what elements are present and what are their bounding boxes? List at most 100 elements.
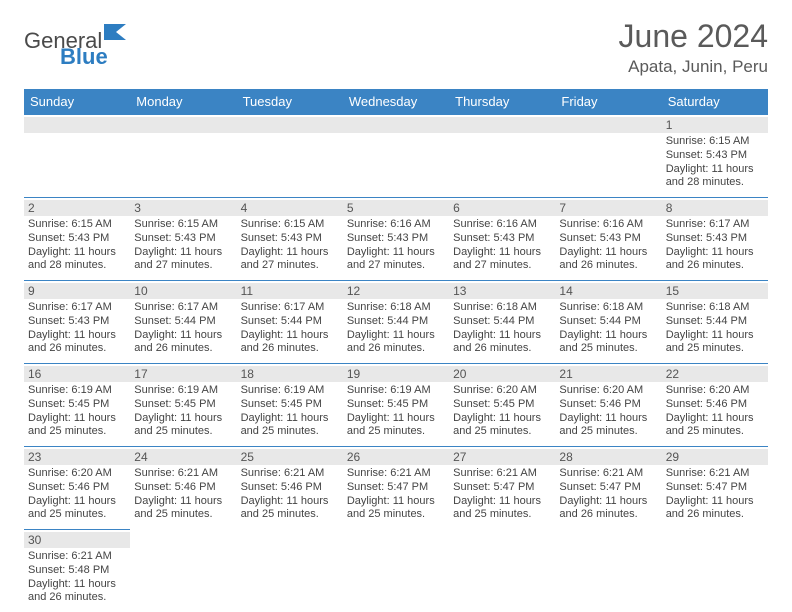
sun-info: Sunrise: 6:17 AMSunset: 5:43 PMDaylight:… — [666, 218, 764, 273]
day-number: 5 — [343, 200, 449, 216]
page-header: General June 2024 Apata, Junin, Peru — [24, 18, 768, 77]
dow-header: Monday — [130, 89, 236, 115]
calendar-cell: 27 Sunrise: 6:21 AMSunset: 5:47 PMDayligh… — [449, 447, 555, 530]
calendar-cell: 1 Sunrise: 6:15 AMSunset: 5:43 PMDaylight… — [662, 115, 768, 198]
sun-info: Sunrise: 6:20 AMSunset: 5:45 PMDaylight:… — [453, 384, 551, 439]
sun-info: Sunrise: 6:15 AMSunset: 5:43 PMDaylight:… — [666, 135, 764, 190]
sun-info: Sunrise: 6:17 AMSunset: 5:44 PMDaylight:… — [241, 301, 339, 356]
calendar-cell: 20 Sunrise: 6:20 AMSunset: 5:45 PMDayligh… — [449, 364, 555, 447]
sun-info: Sunrise: 6:21 AMSunset: 5:47 PMDaylight:… — [666, 467, 764, 522]
day-number: 13 — [449, 283, 555, 299]
day-number: 24 — [130, 449, 236, 465]
calendar-cell — [237, 530, 343, 612]
dow-header: Sunday — [24, 89, 130, 115]
calendar-cell: 17 Sunrise: 6:19 AMSunset: 5:45 PMDayligh… — [130, 364, 236, 447]
sun-info: Sunrise: 6:16 AMSunset: 5:43 PMDaylight:… — [453, 218, 551, 273]
calendar-cell: 18Sunrise: 6:19 AMSunset: 5:45 PMDayligh… — [237, 364, 343, 447]
blank-bar — [555, 117, 661, 133]
logo-blue-wrap: Blue — [60, 44, 108, 70]
day-number: 7 — [555, 200, 661, 216]
calendar-cell: 8 Sunrise: 6:17 AMSunset: 5:43 PMDaylight… — [662, 198, 768, 281]
sun-info: Sunrise: 6:19 AMSunset: 5:45 PMDaylight:… — [28, 384, 126, 439]
sun-info: Sunrise: 6:16 AMSunset: 5:43 PMDaylight:… — [347, 218, 445, 273]
blank-bar — [130, 117, 236, 133]
dow-header: Saturday — [662, 89, 768, 115]
day-number: 2 — [24, 200, 130, 216]
location-label: Apata, Junin, Peru — [619, 57, 768, 77]
calendar-cell: 13 Sunrise: 6:18 AMSunset: 5:44 PMDayligh… — [449, 281, 555, 364]
calendar-table: SundayMondayTuesdayWednesdayThursdayFrid… — [24, 89, 768, 612]
calendar-cell: 5 Sunrise: 6:16 AMSunset: 5:43 PMDaylight… — [343, 198, 449, 281]
calendar-cell: 10 Sunrise: 6:17 AMSunset: 5:44 PMDayligh… — [130, 281, 236, 364]
calendar-cell — [449, 530, 555, 612]
day-number: 27 — [449, 449, 555, 465]
sun-info: Sunrise: 6:18 AMSunset: 5:44 PMDaylight:… — [453, 301, 551, 356]
day-number: 8 — [662, 200, 768, 216]
calendar-cell — [449, 115, 555, 198]
day-number: 29 — [662, 449, 768, 465]
calendar-cell: 14 Sunrise: 6:18 AMSunset: 5:44 PMDayligh… — [555, 281, 661, 364]
day-number: 12 — [343, 283, 449, 299]
dow-header: Wednesday — [343, 89, 449, 115]
calendar-cell: 7Sunrise: 6:16 AMSunset: 5:43 PMDaylight… — [555, 198, 661, 281]
day-number: 28 — [555, 449, 661, 465]
blank-bar — [237, 117, 343, 133]
sun-info: Sunrise: 6:18 AMSunset: 5:44 PMDaylight:… — [559, 301, 657, 356]
sun-info: Sunrise: 6:19 AMSunset: 5:45 PMDaylight:… — [241, 384, 339, 439]
sun-info: Sunrise: 6:21 AMSunset: 5:46 PMDaylight:… — [134, 467, 232, 522]
calendar-cell: 29 Sunrise: 6:21 AMSunset: 5:47 PMDayligh… — [662, 447, 768, 530]
calendar-cell: 25Sunrise: 6:21 AMSunset: 5:46 PMDayligh… — [237, 447, 343, 530]
sun-info: Sunrise: 6:19 AMSunset: 5:45 PMDaylight:… — [347, 384, 445, 439]
day-number: 10 — [130, 283, 236, 299]
day-number: 15 — [662, 283, 768, 299]
calendar-cell: 16Sunrise: 6:19 AMSunset: 5:45 PMDayligh… — [24, 364, 130, 447]
calendar-cell: 12 Sunrise: 6:18 AMSunset: 5:44 PMDayligh… — [343, 281, 449, 364]
day-number: 9 — [24, 283, 130, 299]
calendar-cell — [343, 530, 449, 612]
calendar-cell: 4Sunrise: 6:15 AMSunset: 5:43 PMDaylight… — [237, 198, 343, 281]
calendar-cell: 23Sunrise: 6:20 AMSunset: 5:46 PMDayligh… — [24, 447, 130, 530]
logo-text-blue: Blue — [60, 44, 108, 69]
day-number: 1 — [662, 117, 768, 133]
sun-info: Sunrise: 6:21 AMSunset: 5:47 PMDaylight:… — [453, 467, 551, 522]
calendar-cell — [237, 115, 343, 198]
sun-info: Sunrise: 6:21 AMSunset: 5:48 PMDaylight:… — [28, 550, 126, 605]
calendar-cell: 30Sunrise: 6:21 AMSunset: 5:48 PMDayligh… — [24, 530, 130, 612]
calendar-cell: 19 Sunrise: 6:19 AMSunset: 5:45 PMDayligh… — [343, 364, 449, 447]
sun-info: Sunrise: 6:15 AMSunset: 5:43 PMDaylight:… — [241, 218, 339, 273]
calendar-cell — [555, 530, 661, 612]
calendar-cell: 9Sunrise: 6:17 AMSunset: 5:43 PMDaylight… — [24, 281, 130, 364]
calendar-cell: 26 Sunrise: 6:21 AMSunset: 5:47 PMDayligh… — [343, 447, 449, 530]
sun-info: Sunrise: 6:19 AMSunset: 5:45 PMDaylight:… — [134, 384, 232, 439]
day-number: 3 — [130, 200, 236, 216]
calendar-cell — [343, 115, 449, 198]
calendar-cell: 15 Sunrise: 6:18 AMSunset: 5:44 PMDayligh… — [662, 281, 768, 364]
sun-info: Sunrise: 6:21 AMSunset: 5:46 PMDaylight:… — [241, 467, 339, 522]
day-number: 19 — [343, 366, 449, 382]
calendar-cell — [662, 530, 768, 612]
day-number: 20 — [449, 366, 555, 382]
calendar-cell: 3Sunrise: 6:15 AMSunset: 5:43 PMDaylight… — [130, 198, 236, 281]
sun-info: Sunrise: 6:17 AMSunset: 5:44 PMDaylight:… — [134, 301, 232, 356]
month-title: June 2024 — [619, 18, 768, 55]
sun-info: Sunrise: 6:18 AMSunset: 5:44 PMDaylight:… — [666, 301, 764, 356]
blank-bar — [24, 117, 130, 133]
day-number: 22 — [662, 366, 768, 382]
sun-info: Sunrise: 6:21 AMSunset: 5:47 PMDaylight:… — [347, 467, 445, 522]
day-number: 23 — [24, 449, 130, 465]
calendar-cell — [130, 530, 236, 612]
day-number: 6 — [449, 200, 555, 216]
calendar-cell — [555, 115, 661, 198]
dow-header: Friday — [555, 89, 661, 115]
day-number: 21 — [555, 366, 661, 382]
sun-info: Sunrise: 6:20 AMSunset: 5:46 PMDaylight:… — [559, 384, 657, 439]
day-number: 26 — [343, 449, 449, 465]
day-number: 17 — [130, 366, 236, 382]
calendar-cell: 21 Sunrise: 6:20 AMSunset: 5:46 PMDayligh… — [555, 364, 661, 447]
sun-info: Sunrise: 6:20 AMSunset: 5:46 PMDaylight:… — [666, 384, 764, 439]
dow-header: Tuesday — [237, 89, 343, 115]
day-number: 14 — [555, 283, 661, 299]
calendar-cell: 11Sunrise: 6:17 AMSunset: 5:44 PMDayligh… — [237, 281, 343, 364]
title-block: June 2024 Apata, Junin, Peru — [619, 18, 768, 77]
sun-info: Sunrise: 6:18 AMSunset: 5:44 PMDaylight:… — [347, 301, 445, 356]
